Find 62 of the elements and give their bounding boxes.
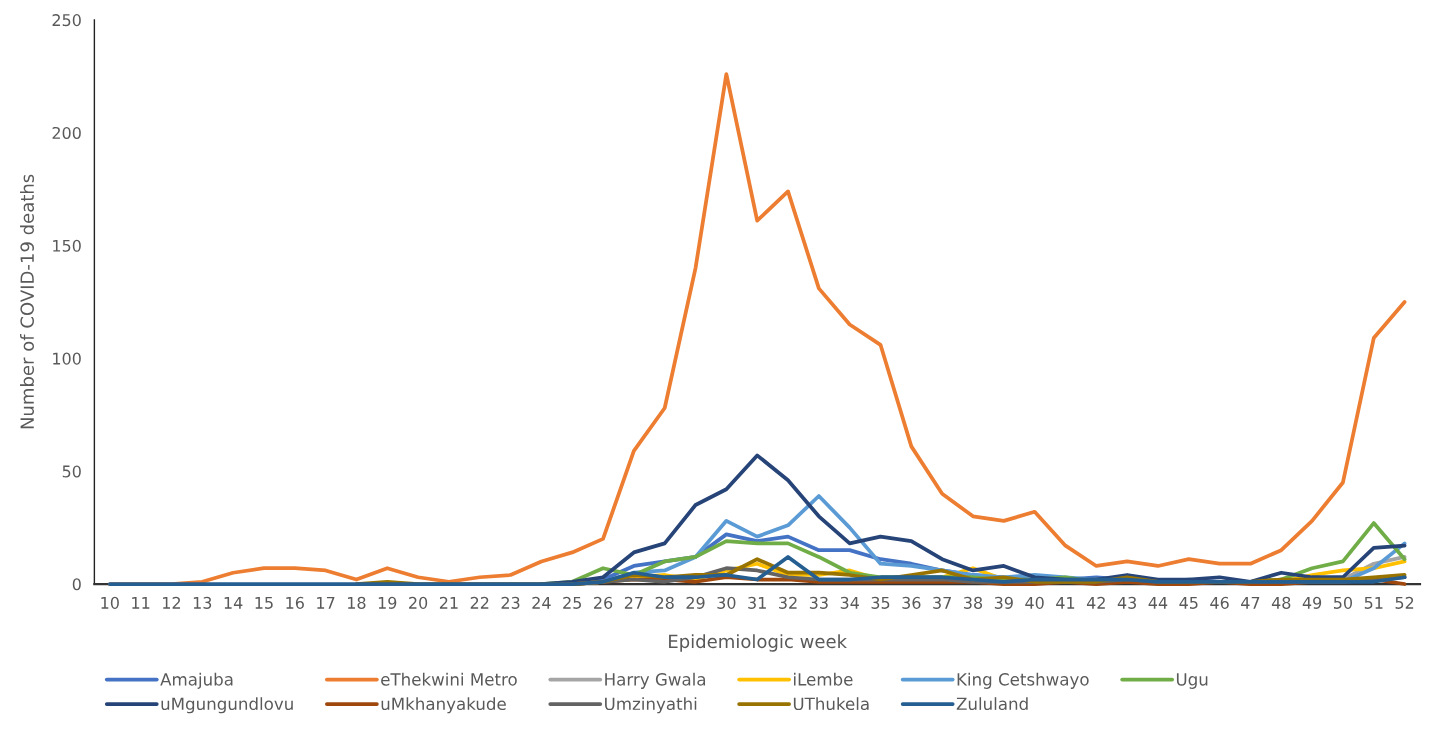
x-tick-label: 23 [501,596,520,609]
x-axis-title: Epidemiologic week [669,634,848,652]
x-tick-label: 36 [902,596,921,609]
x-tick-label: 34 [840,596,859,609]
x-tick-label: 22 [470,596,489,609]
legend-label: uMgungundlovu [161,697,293,714]
x-tick-label: 18 [348,596,366,609]
y-tick-label: 0 [72,578,81,591]
x-tick-label: 46 [1210,596,1229,609]
x-tick-label: 24 [532,596,551,609]
legend-label: iLembe [794,672,853,686]
legend-label: Ugu [1176,673,1208,689]
legend-label: Zululand [956,697,1028,711]
legend-label: uMkhanyakude [381,697,506,714]
x-tick-label: 16 [286,596,304,609]
x-tick-label: 31 [748,596,766,609]
x-tick-label: 51 [1364,597,1383,609]
x-tick-label: 19 [378,596,397,609]
y-tick-label: 100 [53,352,81,365]
x-tick-label: 45 [1179,597,1198,609]
x-tick-label: 12 [163,596,181,609]
y-tick-label: 200 [52,126,81,139]
y-tick-label: 150 [53,239,81,252]
x-tick-label: 40 [1025,596,1044,609]
x-tick-label: 25 [563,596,581,609]
x-tick-label: 52 [1395,596,1414,609]
x-tick-label: 44 [1148,597,1168,609]
x-tick-label: 48 [1271,596,1291,609]
x-tick-label: 30 [717,596,736,609]
legend-label: Amajuba [160,672,233,689]
x-tick-label: 37 [933,596,951,609]
x-tick-label: 49 [1302,596,1322,609]
x-tick-label: 28 [655,596,674,609]
x-tick-label: 20 [409,596,428,609]
x-tick-label: 43 [1117,596,1136,609]
legend-label: King Cetshwayo [957,672,1089,689]
x-tick-label: 47 [1241,597,1260,609]
x-tick-label: 27 [624,596,643,609]
y-tick-label: 250 [52,14,81,27]
x-tick-label: 29 [686,596,705,609]
x-tick-label: 39 [994,596,1013,609]
x-tick-label: 26 [594,596,613,609]
x-tick-label: 50 [1333,596,1353,609]
x-tick-label: 35 [871,596,890,609]
x-tick-label: 10 [101,596,119,609]
legend-label: Harry Gwala [605,672,706,689]
x-tick-label: 42 [1086,596,1105,609]
x-tick-label: 32 [779,596,797,609]
x-tick-label: 15 [255,597,273,609]
x-tick-label: 11 [132,597,150,609]
legend-label: UThukela [793,697,869,711]
x-tick-label: 13 [193,596,212,609]
x-tick-label: 14 [224,597,243,609]
legend-label: Umzinyathi [605,697,697,714]
x-tick-label: 33 [809,596,828,609]
legend-label: eThekwini Metro [381,672,517,686]
y-axis-title: Number of COVID-19 deaths [20,174,35,429]
x-tick-label: 17 [317,597,335,609]
y-tick-label: 50 [62,465,81,478]
x-tick-label: 38 [964,596,983,609]
x-tick-label: 41 [1056,597,1075,609]
x-tick-label: 21 [439,596,458,609]
